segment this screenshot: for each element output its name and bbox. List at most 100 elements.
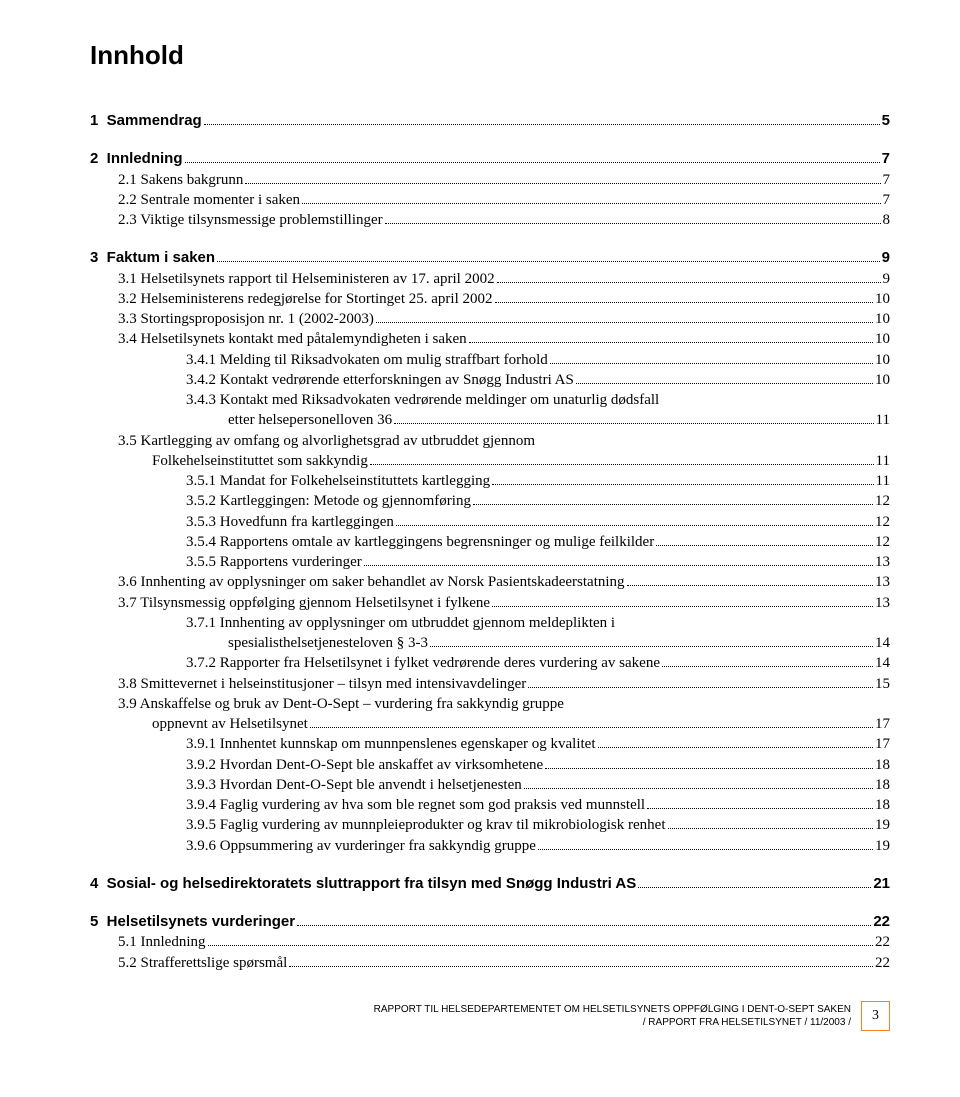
toc-page: 17 (875, 714, 890, 734)
toc-page: 10 (875, 350, 890, 370)
toc-label: 4 Sosial- og helsedirektoratets sluttrap… (90, 874, 636, 894)
toc-leader (185, 162, 880, 163)
toc-page: 18 (875, 755, 890, 775)
toc-row: 3.5.5 Rapportens vurderinger 13 (90, 552, 890, 572)
toc-label: 2.3 Viktige tilsynsmessige problemstilli… (118, 210, 383, 230)
footer-line-2: / RAPPORT FRA HELSETILSYNET / 11/2003 / (374, 1016, 851, 1029)
toc-row: 2.1 Sakens bakgrunn 7 (90, 170, 890, 190)
toc-leader (528, 687, 873, 688)
toc-label: 5.2 Strafferettslige spørsmål (118, 953, 287, 973)
toc-page: 22 (875, 932, 890, 952)
toc-label: 3.6 Innhenting av opplysninger om saker … (118, 572, 625, 592)
toc-row: 3.7.2 Rapporter fra Helsetilsynet i fylk… (90, 653, 890, 673)
toc-leader (396, 525, 873, 526)
toc-leader (302, 203, 880, 204)
toc-label: 3 Faktum i saken (90, 248, 215, 268)
toc-leader (598, 747, 874, 748)
toc-row: 3.9.6 Oppsummering av vurderinger fra sa… (90, 836, 890, 856)
toc-label: 3.4.1 Melding til Riksadvokaten om mulig… (186, 350, 548, 370)
toc-page: 15 (875, 674, 890, 694)
toc-leader (204, 124, 880, 125)
toc-label: 5 Helsetilsynets vurderinger (90, 912, 295, 932)
toc-label: 3.9 Anskaffelse og bruk av Dent-O-Sept –… (118, 694, 564, 714)
toc-group: 2 Innledning 72.1 Sakens bakgrunn 72.2 S… (90, 149, 890, 230)
toc-page: 10 (875, 329, 890, 349)
toc-row: 3.4 Helsetilsynets kontakt med påtalemyn… (90, 329, 890, 349)
toc-group: 5 Helsetilsynets vurderinger 225.1 Innle… (90, 912, 890, 973)
toc-leader (297, 925, 871, 926)
toc-leader (370, 464, 874, 465)
toc-row: spesialisthelsetjenesteloven § 3-3 14 (90, 633, 890, 653)
toc-row: 2.3 Viktige tilsynsmessige problemstilli… (90, 210, 890, 230)
toc-leader (656, 545, 873, 546)
toc-leader (576, 383, 873, 384)
toc-label: 3.5.5 Rapportens vurderinger (186, 552, 362, 572)
toc-row: 5.1 Innledning 22 (90, 932, 890, 952)
toc-leader (208, 945, 874, 946)
toc-row: 3.7 Tilsynsmessig oppfølging gjennom Hel… (90, 593, 890, 613)
toc-leader (662, 666, 873, 667)
toc-leader (538, 849, 873, 850)
footer-line-1: RAPPORT TIL HELSEDEPARTEMENTET OM HELSET… (374, 1003, 851, 1016)
toc-row: 5 Helsetilsynets vurderinger 22 (90, 912, 890, 932)
toc-page: 22 (875, 953, 890, 973)
toc-page: 12 (875, 491, 890, 511)
toc-page: 12 (875, 532, 890, 552)
toc-row: 5.2 Strafferettslige spørsmål 22 (90, 953, 890, 973)
toc-label: oppnevnt av Helsetilsynet (152, 714, 308, 734)
toc-row: 3.5.3 Hovedfunn fra kartleggingen 12 (90, 512, 890, 532)
table-of-contents: 1 Sammendrag 5 2 Innledning 72.1 Sakens b… (90, 111, 890, 973)
toc-row: Folkehelseinstituttet som sakkyndig 11 (90, 451, 890, 471)
footer-text: RAPPORT TIL HELSEDEPARTEMENTET OM HELSET… (374, 1003, 851, 1029)
toc-page: 21 (873, 874, 890, 894)
toc-page: 12 (875, 512, 890, 532)
toc-label: 3.9.4 Faglig vurdering av hva som ble re… (186, 795, 645, 815)
page-title: Innhold (90, 40, 890, 71)
toc-leader (647, 808, 873, 809)
toc-page: 13 (875, 572, 890, 592)
toc-leader (245, 183, 880, 184)
toc-leader (217, 261, 880, 262)
toc-label: 3.4.2 Kontakt vedrørende etterforskninge… (186, 370, 574, 390)
toc-page: 8 (883, 210, 891, 230)
toc-row: 3.5.2 Kartleggingen: Metode og gjennomfø… (90, 491, 890, 511)
toc-label: etter helsepersonelloven 36 (228, 410, 392, 430)
toc-row: 3.4.2 Kontakt vedrørende etterforskninge… (90, 370, 890, 390)
toc-label: 3.3 Stortingsproposisjon nr. 1 (2002-200… (118, 309, 374, 329)
toc-leader (289, 966, 873, 967)
toc-row: 3.2 Helseministerens redegjørelse for St… (90, 289, 890, 309)
toc-leader (385, 223, 881, 224)
toc-leader (627, 585, 873, 586)
toc-row: 3.6 Innhenting av opplysninger om saker … (90, 572, 890, 592)
toc-page: 9 (882, 248, 890, 268)
toc-label: 3.9.2 Hvordan Dent-O-Sept ble anskaffet … (186, 755, 543, 775)
toc-row: 3.9.3 Hvordan Dent-O-Sept ble anvendt i … (90, 775, 890, 795)
toc-leader (310, 727, 873, 728)
toc-label: 3.8 Smittevernet i helseinstitusjoner – … (118, 674, 526, 694)
toc-row: 3.5.1 Mandat for Folkehelseinstituttets … (90, 471, 890, 491)
toc-label: 3.5.2 Kartleggingen: Metode og gjennomfø… (186, 491, 471, 511)
toc-row: 3.9 Anskaffelse og bruk av Dent-O-Sept –… (90, 694, 890, 714)
toc-group: 1 Sammendrag 5 (90, 111, 890, 131)
toc-label: 3.4 Helsetilsynets kontakt med påtalemyn… (118, 329, 467, 349)
toc-page: 7 (883, 170, 891, 190)
toc-page: 10 (875, 289, 890, 309)
toc-leader (394, 423, 873, 424)
toc-leader (469, 342, 873, 343)
toc-page: 11 (876, 471, 890, 491)
toc-row: 4 Sosial- og helsedirektoratets sluttrap… (90, 874, 890, 894)
toc-leader (364, 565, 873, 566)
toc-page: 14 (875, 633, 890, 653)
toc-label: 3.7.1 Innhenting av opplysninger om utbr… (186, 613, 615, 633)
toc-row: 3 Faktum i saken 9 (90, 248, 890, 268)
toc-leader (497, 282, 881, 283)
toc-leader (495, 302, 874, 303)
toc-label: 1 Sammendrag (90, 111, 202, 131)
toc-label: 2.2 Sentrale momenter i saken (118, 190, 300, 210)
toc-label: 3.9.6 Oppsummering av vurderinger fra sa… (186, 836, 536, 856)
toc-label: Folkehelseinstituttet som sakkyndig (152, 451, 368, 471)
toc-page: 22 (873, 912, 890, 932)
toc-row: 3.9.5 Faglig vurdering av munnpleieprodu… (90, 815, 890, 835)
toc-row: 3.7.1 Innhenting av opplysninger om utbr… (90, 613, 890, 633)
toc-group: 3 Faktum i saken 93.1 Helsetilsynets rap… (90, 248, 890, 856)
